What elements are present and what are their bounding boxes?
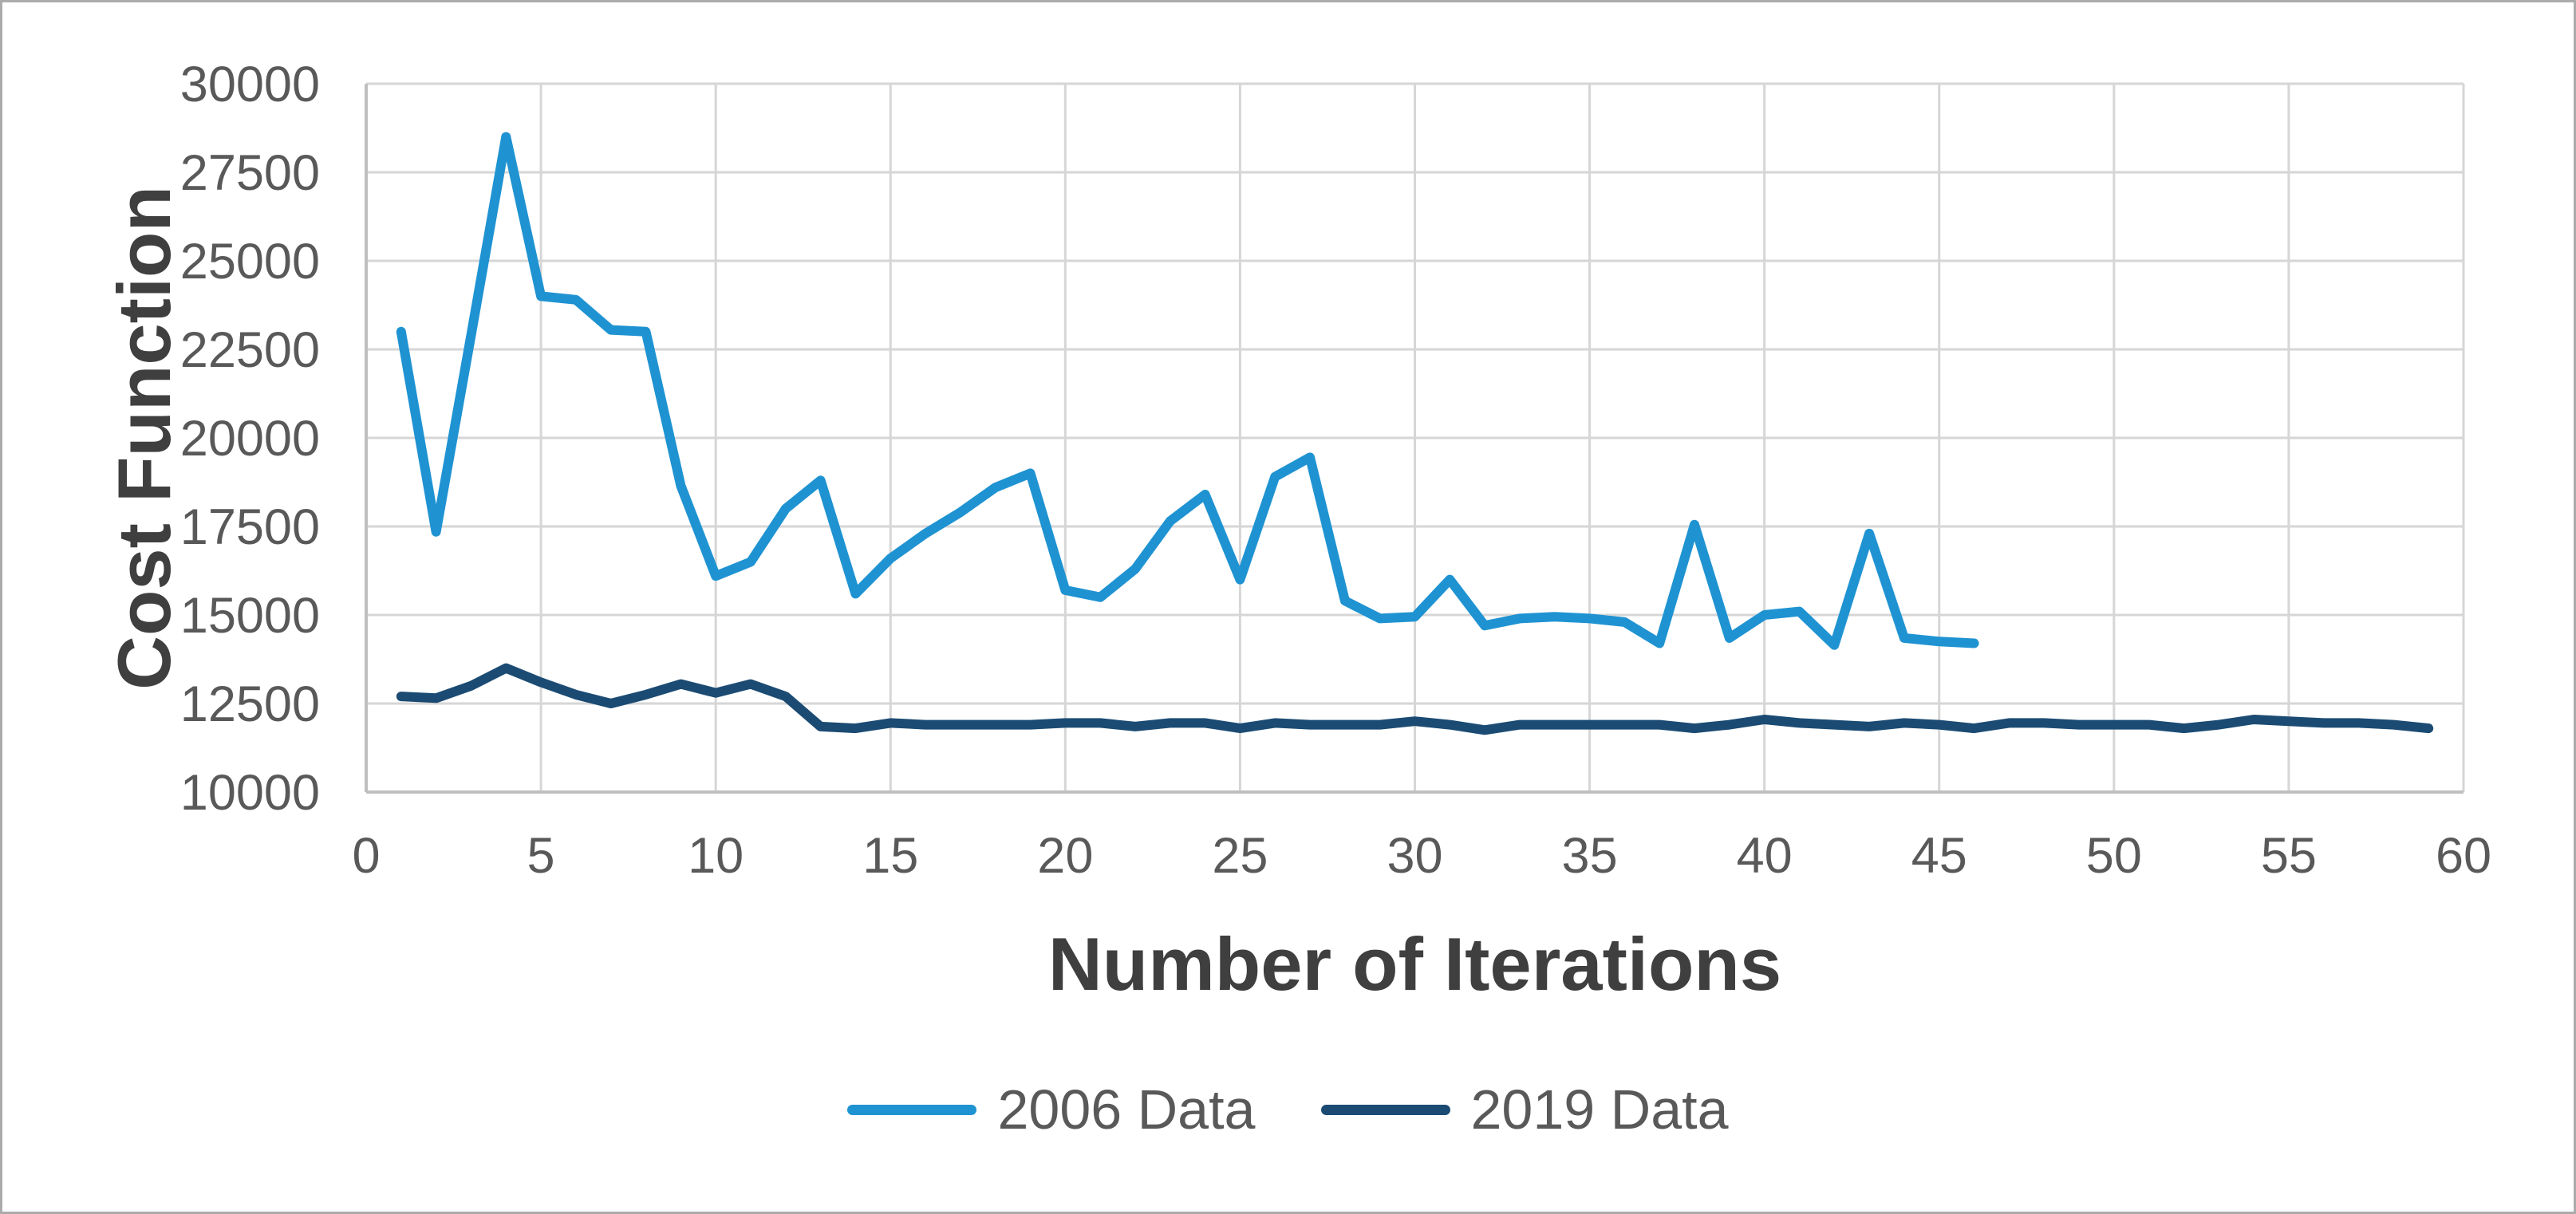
legend-swatch-2006 — [847, 1104, 977, 1115]
axis-lines — [365, 84, 2464, 794]
series-line-2006-data — [396, 132, 1979, 650]
legend-item-2006: 2006 Data — [847, 1078, 1256, 1141]
legend-label-2006: 2006 Data — [997, 1078, 1256, 1141]
x-tick-label: 20 — [1037, 828, 1093, 884]
x-tick-labels: 0 5 10 15 20 25 30 35 40 45 50 55 60 — [352, 828, 2491, 884]
x-tick-label: 40 — [1737, 828, 1793, 884]
y-tick-labels: 10000 12500 15000 17500 20000 22500 25000 27500… — [180, 57, 320, 821]
y-tick-label: 30000 — [180, 57, 320, 112]
y-tick-label: 27500 — [180, 145, 320, 201]
y-tick-label: 12500 — [180, 676, 320, 732]
x-tick-label: 35 — [1562, 828, 1618, 884]
x-tick-label: 55 — [2261, 828, 2317, 884]
x-tick-label: 15 — [862, 828, 918, 884]
legend-item-2019: 2019 Data — [1320, 1078, 1729, 1141]
x-tick-label: 0 — [352, 828, 380, 884]
x-tick-label: 10 — [688, 828, 744, 884]
legend: 2006 Data 2019 Data — [2, 1078, 2574, 1141]
legend-swatch-2019 — [1320, 1104, 1450, 1115]
y-tick-label: 17500 — [180, 499, 320, 555]
y-tick-label: 25000 — [180, 234, 320, 290]
gridlines — [366, 82, 2465, 792]
y-tick-label: 20000 — [180, 411, 320, 467]
series-lines — [396, 132, 2434, 735]
legend-label-2019: 2019 Data — [1470, 1078, 1729, 1141]
series-line-2019-data — [396, 663, 2434, 735]
y-tick-label: 10000 — [180, 765, 320, 821]
y-tick-label: 15000 — [180, 588, 320, 644]
x-axis-title: Number of Iterations — [1047, 922, 1782, 1006]
x-tick-label: 5 — [527, 828, 555, 884]
y-axis-title: Cost Function — [102, 186, 186, 690]
x-tick-label: 30 — [1387, 828, 1442, 884]
x-tick-label: 25 — [1212, 828, 1268, 884]
x-tick-label: 45 — [1911, 828, 1967, 884]
y-tick-label: 22500 — [180, 322, 320, 378]
x-tick-label: 60 — [2436, 828, 2491, 884]
x-tick-label: 50 — [2086, 828, 2142, 884]
